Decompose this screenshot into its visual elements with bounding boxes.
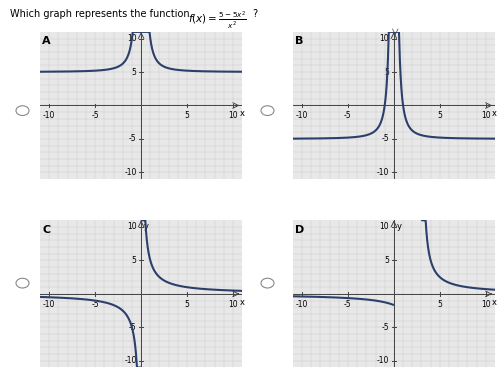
Text: -10: -10 — [296, 111, 308, 120]
Text: 10: 10 — [228, 111, 238, 120]
Text: 5: 5 — [132, 68, 136, 76]
Text: -5: -5 — [344, 300, 352, 309]
Text: -10: -10 — [124, 168, 136, 177]
Text: 10: 10 — [481, 300, 490, 309]
Text: 10: 10 — [380, 34, 390, 43]
Text: x: x — [492, 298, 497, 307]
Text: B: B — [295, 36, 303, 46]
Text: -10: -10 — [43, 111, 56, 120]
Text: ?: ? — [252, 9, 258, 20]
Text: -5: -5 — [92, 111, 99, 120]
Text: y: y — [144, 222, 149, 231]
Text: 5: 5 — [184, 111, 190, 120]
Text: 10: 10 — [228, 300, 238, 309]
Text: -5: -5 — [344, 111, 352, 120]
Text: -10: -10 — [296, 300, 308, 309]
Text: A: A — [42, 36, 50, 46]
Text: -5: -5 — [382, 323, 390, 332]
Text: 10: 10 — [481, 111, 490, 120]
Text: 10: 10 — [127, 34, 136, 43]
Text: 5: 5 — [184, 300, 190, 309]
Text: $f(x) = \frac{5-5x^2}{x^2}$: $f(x) = \frac{5-5x^2}{x^2}$ — [188, 9, 246, 30]
Text: -10: -10 — [43, 300, 56, 309]
Text: C: C — [42, 225, 50, 235]
Text: -10: -10 — [377, 168, 390, 177]
Text: 5: 5 — [132, 256, 136, 265]
Text: x: x — [240, 298, 244, 307]
Text: -5: -5 — [129, 134, 136, 143]
Text: x: x — [240, 110, 244, 118]
Text: 5: 5 — [384, 256, 390, 265]
Text: 10: 10 — [380, 222, 390, 231]
Text: 5: 5 — [384, 68, 390, 76]
Text: -5: -5 — [92, 300, 99, 309]
Text: x: x — [492, 110, 497, 118]
Text: -5: -5 — [129, 323, 136, 332]
Text: -5: -5 — [382, 134, 390, 143]
Text: -10: -10 — [124, 356, 136, 365]
Text: Which graph represents the function: Which graph represents the function — [10, 9, 193, 20]
Text: 10: 10 — [127, 222, 136, 231]
Text: y: y — [396, 222, 402, 231]
Text: -10: -10 — [377, 356, 390, 365]
Text: D: D — [295, 225, 304, 235]
Text: 5: 5 — [438, 111, 442, 120]
Text: 5: 5 — [438, 300, 442, 309]
